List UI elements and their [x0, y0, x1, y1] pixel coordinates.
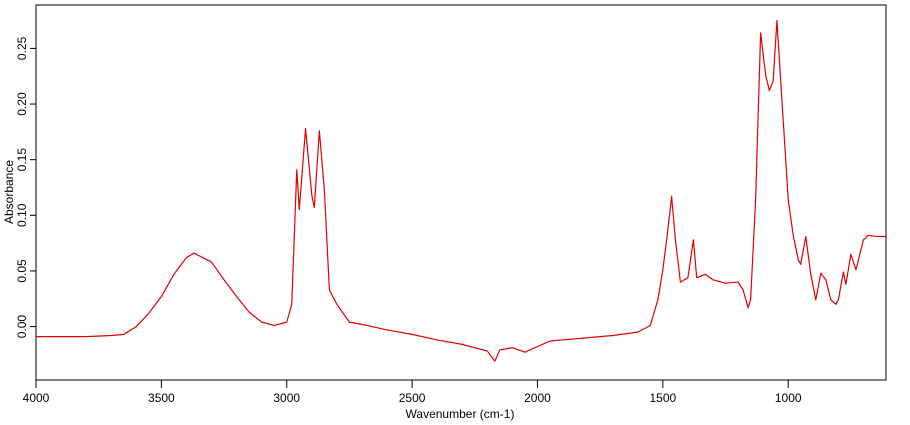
x-tick-label: 3500 — [148, 391, 175, 405]
x-tick-label: 2500 — [399, 391, 426, 405]
x-axis-label: Wavenumber (cm-1) — [406, 407, 515, 421]
x-tick-label: 3000 — [273, 391, 300, 405]
x-tick-label: 1500 — [649, 391, 676, 405]
spectrum-line — [36, 19, 886, 362]
plot-frame — [35, 4, 887, 381]
x-tick-label: 1000 — [775, 391, 802, 405]
y-tick-label: 0.10 — [15, 203, 29, 227]
y-tick-label: 0.15 — [15, 148, 29, 172]
y-tick-label: 0.20 — [15, 92, 29, 116]
y-tick-label: 0.05 — [15, 259, 29, 283]
y-axis-label: Absorbance — [2, 160, 16, 224]
y-tick-label: 0.00 — [15, 315, 29, 339]
y-tick-label: 0.25 — [15, 36, 29, 60]
x-tick-label: 4000 — [23, 391, 50, 405]
x-tick-label: 2000 — [524, 391, 551, 405]
